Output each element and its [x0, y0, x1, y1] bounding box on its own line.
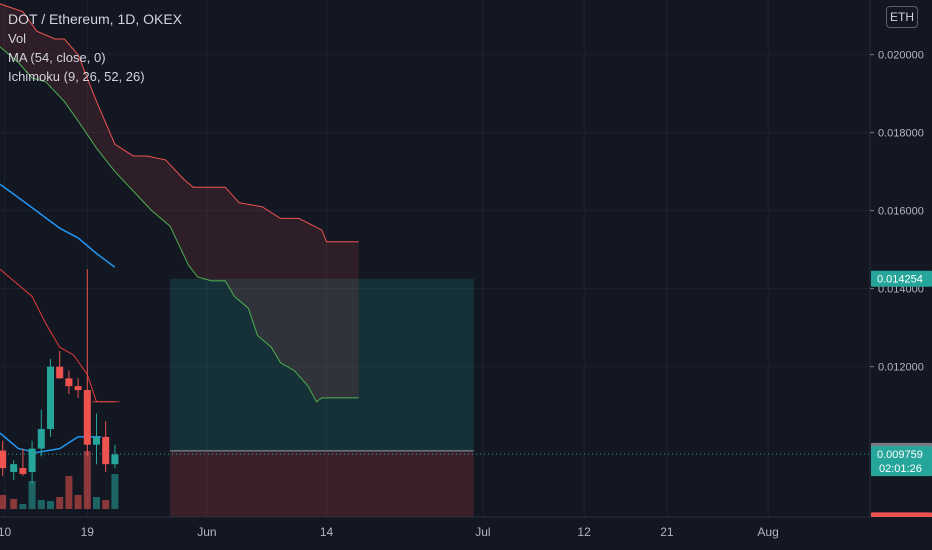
candle-body [84, 390, 91, 445]
candle-body [93, 437, 100, 445]
countdown-label: 02:01:26 [879, 463, 922, 475]
candle-body [102, 437, 109, 464]
candle-body [0, 451, 6, 469]
price-label-text: 0.014254 [877, 274, 923, 286]
time-tick-label: 10 [0, 525, 11, 539]
time-tick-label: 14 [320, 525, 334, 539]
price-label-text: 0.009759 [877, 449, 923, 461]
price-axis: 0.0200000.0180000.0160000.0140000.012000… [870, 0, 932, 550]
price-tick-label: 0.018000 [878, 128, 924, 140]
volume-bar [111, 474, 118, 509]
volume-bar [47, 501, 54, 509]
chart-legend: DOT / Ethereum, 1D, OKEX Vol MA (54, clo… [8, 10, 182, 86]
candle-body [38, 429, 45, 449]
price-tick-label: 0.020000 [878, 50, 924, 62]
volume-bar [0, 495, 6, 509]
volume-bar [19, 504, 26, 509]
candle-body [29, 449, 36, 472]
currency-button[interactable]: ETH [886, 6, 918, 28]
legend-ichimoku[interactable]: Ichimoku (9, 26, 52, 26) [8, 67, 182, 86]
candle-body [10, 464, 17, 472]
volume-bar [29, 481, 36, 509]
legend-volume[interactable]: Vol [8, 29, 182, 48]
candle-body [56, 367, 63, 379]
volume-bar [93, 497, 100, 509]
time-axis-background [0, 517, 870, 550]
time-axis: 10 19 Jun 14 Jul 12 21 Aug [0, 517, 932, 550]
candle-body [111, 454, 118, 464]
candle-body [47, 367, 54, 429]
time-tick-label: 21 [660, 525, 674, 539]
time-tick-label: 12 [577, 525, 591, 539]
candle-body [65, 378, 72, 386]
volume-bar [75, 495, 82, 509]
position-stop-zone [170, 451, 474, 521]
volume-bar [102, 500, 109, 509]
volume-bar [84, 451, 91, 509]
candle-body [19, 468, 26, 474]
volume-bar [65, 476, 72, 509]
time-tick-label: Jun [197, 525, 216, 539]
legend-moving-average[interactable]: MA (54, close, 0) [8, 48, 182, 67]
time-tick-label: Jul [475, 525, 490, 539]
volume-bar [56, 497, 63, 509]
time-tick-label: Aug [757, 525, 778, 539]
volume-bar [38, 500, 45, 509]
price-tick-label: 0.012000 [878, 362, 924, 374]
time-tick-label: 19 [81, 525, 95, 539]
axis-corner [870, 517, 932, 550]
price-tick-label: 0.016000 [878, 206, 924, 218]
volume-bar [10, 499, 17, 509]
candle-body [75, 386, 82, 390]
symbol-title[interactable]: DOT / Ethereum, 1D, OKEX [8, 10, 182, 29]
